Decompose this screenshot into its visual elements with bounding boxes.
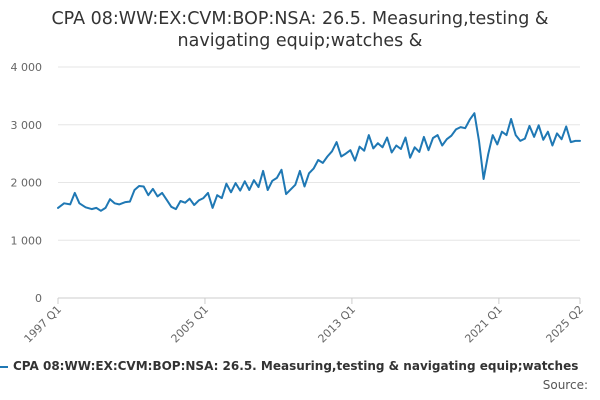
source-label: Source:: [542, 378, 588, 392]
y-tick-label: 0: [35, 292, 42, 305]
y-tick-label: 2 000: [11, 177, 43, 190]
y-tick-label: 1 000: [11, 234, 43, 247]
x-tick-label: 2005 Q1: [169, 303, 212, 346]
x-tick-labels: 1997 Q1 2005 Q1 2013 Q1 2021 Q1 2025 Q2: [22, 303, 587, 346]
series-layer: [57, 112, 581, 212]
chart-title-line-2: navigating equip;watches &: [177, 31, 423, 51]
x-tick-label: 2021 Q1: [462, 303, 505, 346]
grid-lines: [58, 66, 580, 241]
chart-title-line-1: CPA 08:WW:EX:CVM:BOP:NSA: 26.5. Measurin…: [51, 9, 549, 29]
legend[interactable]: CPA 08:WW:EX:CVM:BOP:NSA: 26.5. Measurin…: [0, 359, 578, 373]
x-tick-label: 2025 Q2: [544, 303, 587, 346]
series-line: [57, 112, 581, 212]
legend-label: CPA 08:WW:EX:CVM:BOP:NSA: 26.5. Measurin…: [13, 359, 579, 373]
y-tick-label: 4 000: [11, 61, 43, 74]
legend-swatch: [0, 365, 8, 368]
axes: [57, 297, 581, 304]
y-tick-label: 3 000: [11, 119, 43, 132]
x-tick-label: 2013 Q1: [315, 303, 358, 346]
y-tick-labels: 0 1 000 2 000 3 000 4 000: [11, 61, 43, 305]
chart-title: CPA 08:WW:EX:CVM:BOP:NSA: 26.5. Measurin…: [0, 8, 600, 52]
x-tick-label: 1997 Q1: [22, 303, 65, 346]
